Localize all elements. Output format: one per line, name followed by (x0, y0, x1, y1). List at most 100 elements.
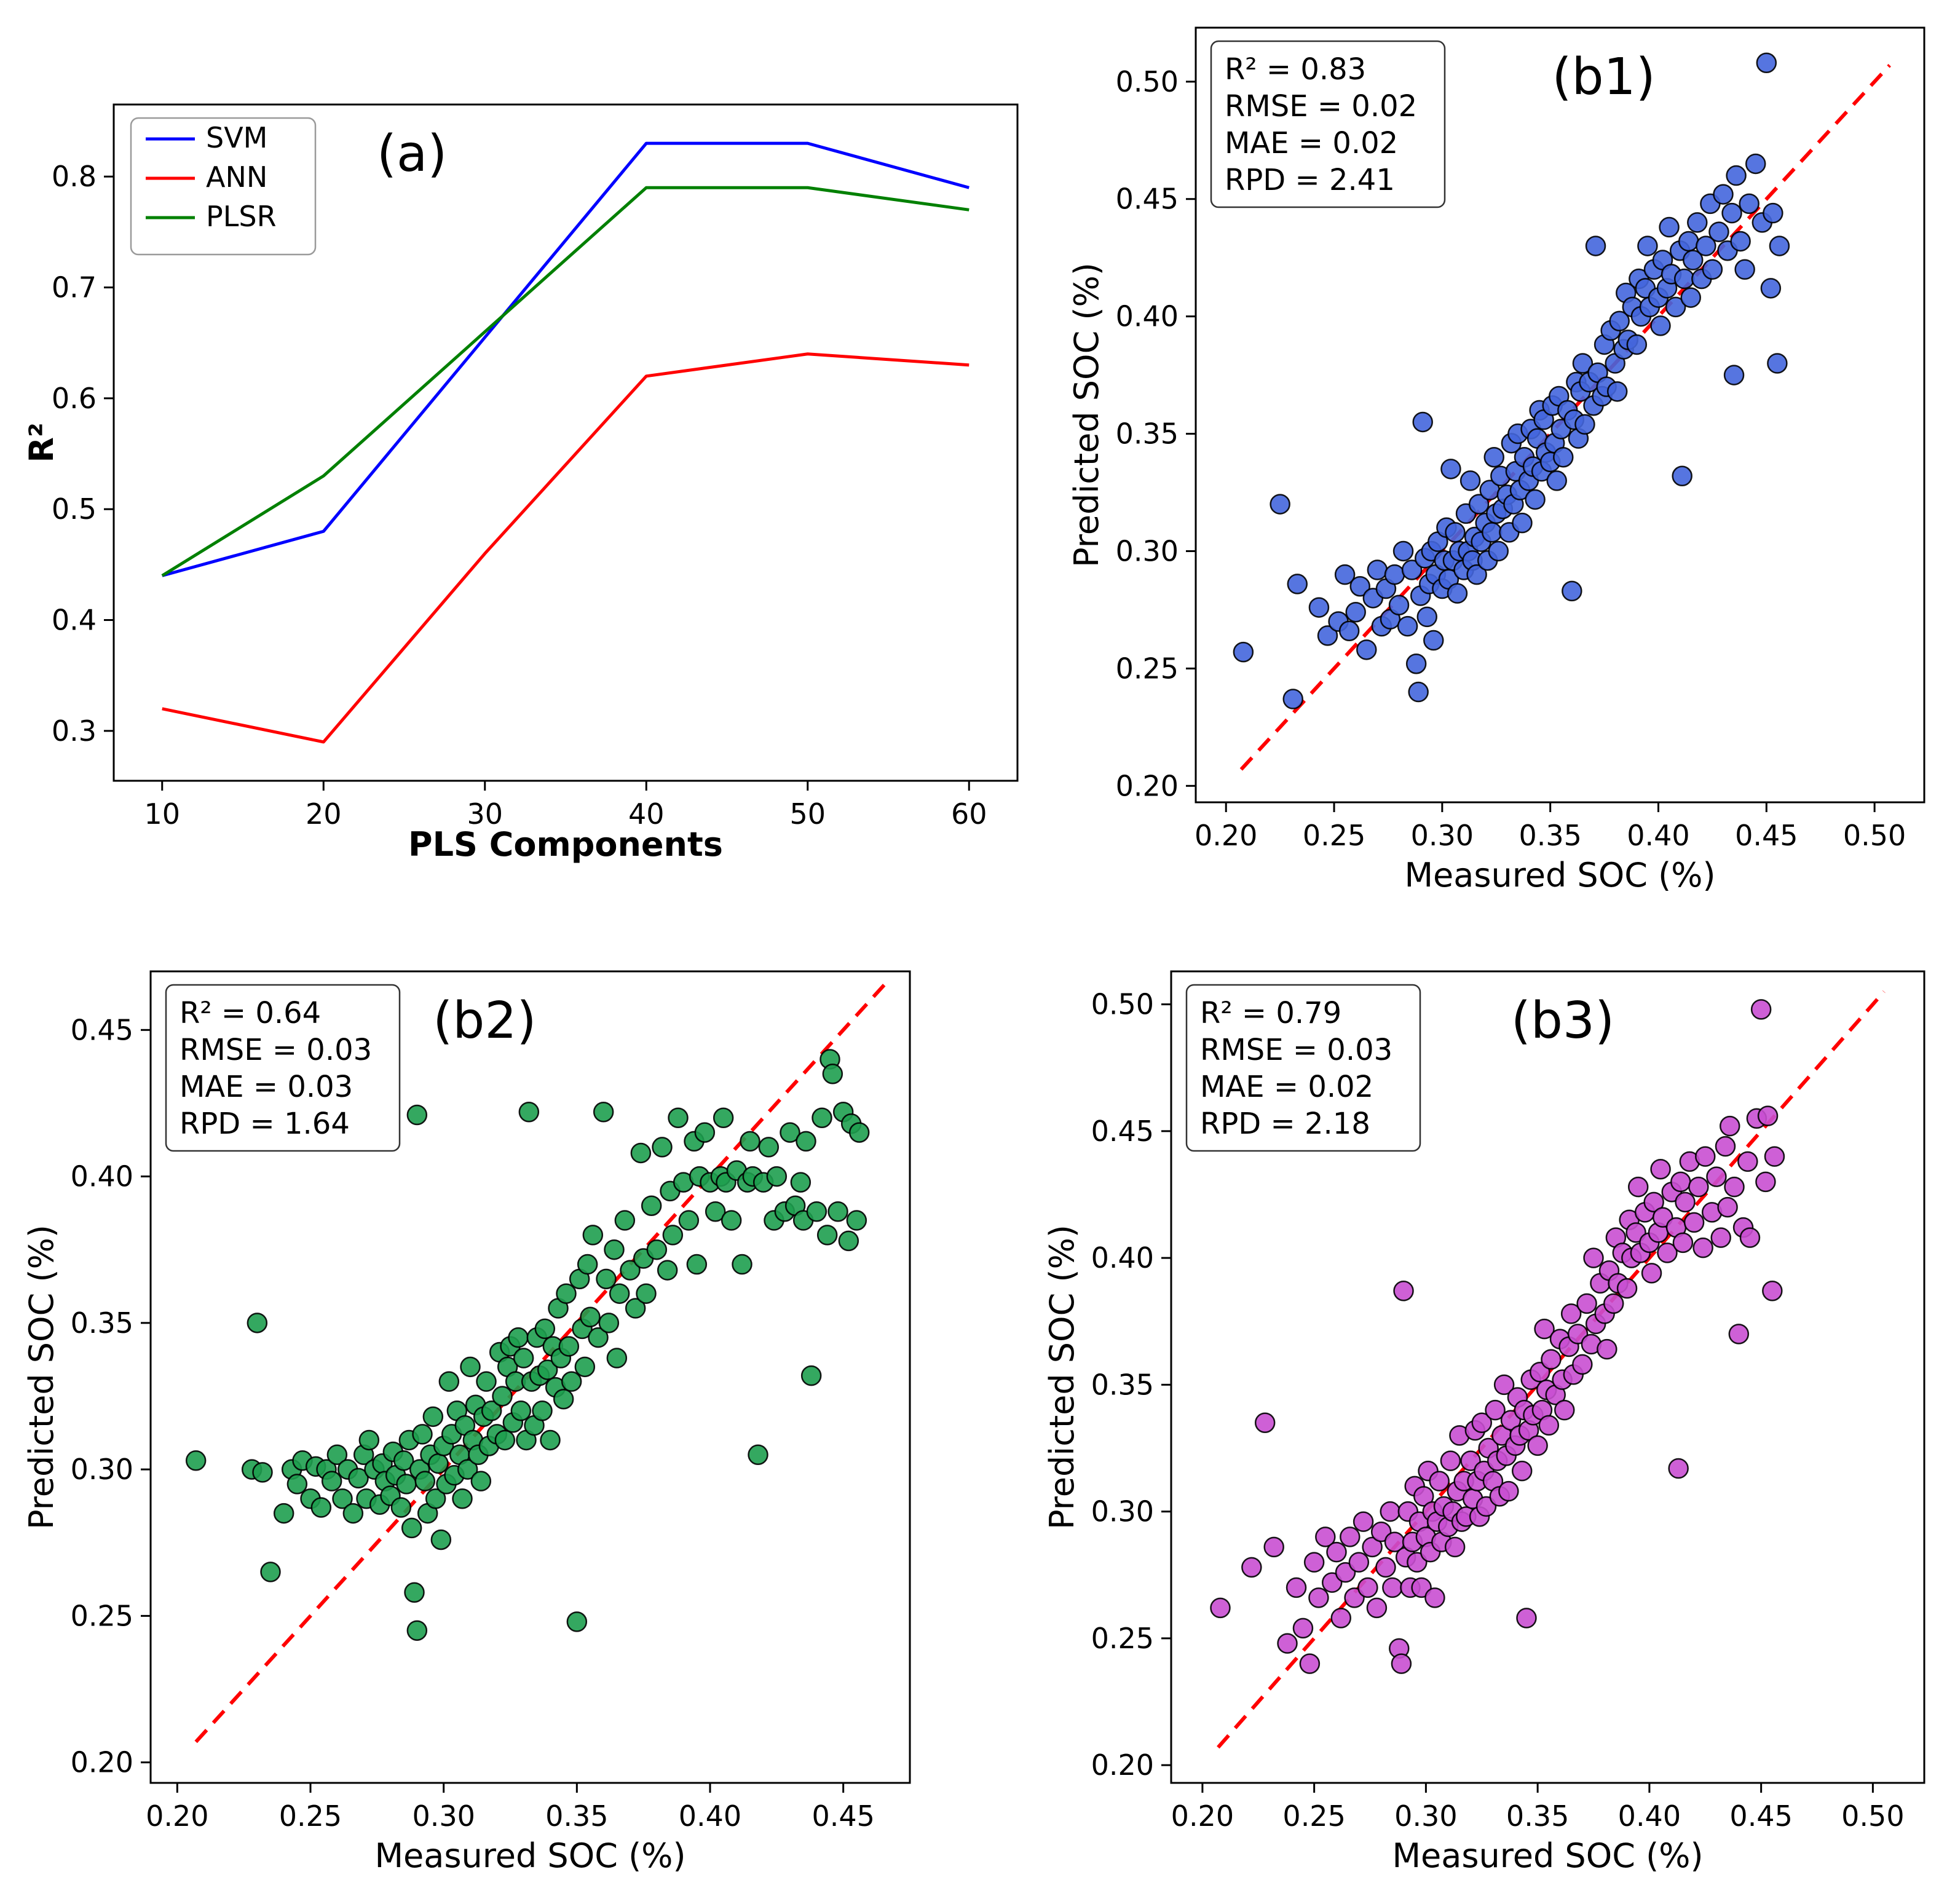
x-tick-label: 0.30 (1394, 1799, 1457, 1833)
data-point (662, 1225, 684, 1246)
data-point (1708, 221, 1729, 242)
data-point (1688, 1176, 1709, 1198)
data-point (1574, 414, 1595, 435)
y-tick-label: 0.3 (52, 714, 97, 748)
data-point (358, 1429, 380, 1451)
data-point (1739, 1227, 1761, 1248)
data-point (393, 1450, 414, 1471)
y-tick-label: 0.20 (1091, 1748, 1154, 1782)
data-point (652, 1137, 673, 1158)
data-point (1554, 1399, 1575, 1421)
data-point (1299, 1653, 1321, 1674)
data-point (513, 1348, 534, 1369)
data-point (1609, 310, 1630, 332)
data-point (630, 1142, 652, 1164)
data-point (326, 1444, 348, 1466)
data-point (625, 1298, 646, 1319)
y-tick-label: 0.20 (71, 1746, 133, 1779)
data-point (404, 1582, 425, 1603)
data-point (348, 1468, 369, 1489)
data-point (1683, 1212, 1705, 1233)
data-point (1512, 512, 1533, 534)
legend: SVM ANN PLSR (130, 117, 317, 256)
data-point (1254, 1412, 1276, 1433)
y-tick-label: 0.30 (1116, 534, 1179, 567)
data-point (428, 1453, 449, 1474)
data-point (1334, 564, 1356, 585)
data-point (1459, 470, 1481, 491)
data-point (848, 1122, 870, 1143)
panel-label: (b3) (1511, 992, 1614, 1050)
y-tick-label: 0.8 (52, 160, 97, 193)
data-point (321, 1471, 342, 1491)
data-point (1367, 559, 1388, 580)
data-point (518, 1101, 540, 1123)
data-point (1572, 353, 1594, 374)
x-axis-label: Measured SOC (%) (374, 1836, 685, 1875)
data-point (1597, 1338, 1617, 1360)
data-point (1241, 1557, 1262, 1578)
x-tick-label: 60 (951, 797, 987, 831)
data-point (1760, 278, 1782, 299)
x-tick-label: 10 (144, 797, 180, 831)
y-tick-label: 0.25 (1091, 1622, 1154, 1655)
data-point (1498, 1480, 1519, 1502)
data-point (1493, 1374, 1515, 1396)
data-point (816, 1225, 838, 1246)
data-point (1637, 235, 1658, 256)
y-tick-label: 0.7 (52, 271, 97, 304)
data-point (396, 1474, 417, 1495)
data-point (401, 1517, 422, 1539)
data-point (1440, 459, 1461, 480)
x-tick-label: 0.30 (412, 1799, 475, 1833)
x-tick-label: 0.25 (279, 1799, 342, 1833)
data-point (1723, 365, 1745, 385)
data-point (252, 1462, 273, 1483)
data-point (1362, 1536, 1383, 1558)
data-point (1678, 231, 1699, 252)
y-tick-label: 0.25 (71, 1599, 133, 1632)
x-tick-label: 0.25 (1303, 819, 1365, 852)
data-point (1353, 1511, 1374, 1532)
data-point (1401, 559, 1423, 580)
data-point (1330, 1608, 1352, 1629)
x-tick-label: 0.45 (812, 1799, 874, 1833)
x-tick-label: 0.20 (1171, 1799, 1234, 1833)
data-point (822, 1064, 843, 1084)
stats-line: R² = 0.83 (1225, 52, 1366, 87)
x-tick-label: 0.50 (1843, 819, 1906, 852)
data-point (686, 1254, 708, 1275)
legend-label-PLSR: PLSR (206, 200, 277, 233)
data-point (657, 1260, 678, 1281)
x-tick-label: 30 (467, 797, 503, 831)
data-point (1317, 625, 1338, 646)
data-point (286, 1474, 308, 1495)
data-point (721, 1210, 742, 1231)
y-axis-label: Predicted SOC (%) (1067, 263, 1106, 567)
data-point (827, 1201, 848, 1222)
data-point (604, 1239, 625, 1260)
y-tick-label: 0.45 (1116, 183, 1179, 216)
x-axis-ticks: 0.20 0.25 0.30 0.35 0.40 0.45 0.50 (1195, 802, 1906, 852)
data-point (438, 1371, 460, 1392)
y-tick-label: 0.5 (52, 492, 97, 526)
data-point (713, 1107, 734, 1129)
data-point (1416, 606, 1437, 628)
data-point (1326, 1541, 1347, 1563)
data-point (1724, 1176, 1745, 1198)
x-axis-label: PLS Components (408, 825, 723, 864)
data-point (1393, 1281, 1414, 1302)
data-point (1405, 653, 1427, 674)
plot-border (1170, 970, 1925, 1784)
data-point (422, 1406, 444, 1428)
data-point (1670, 1171, 1691, 1193)
stats-line: RPD = 2.41 (1225, 163, 1395, 197)
data-point (1511, 1460, 1533, 1482)
stats-line: MAE = 0.02 (1225, 126, 1398, 160)
chart-svg-b1: 0.20 0.25 0.30 0.35 0.40 0.45 0.50 0.20 0.25 0.30… (1067, 26, 1925, 895)
data-point (800, 1365, 822, 1386)
data-point (510, 1400, 532, 1421)
x-tick-label: 40 (628, 797, 665, 831)
data-point (1616, 1278, 1638, 1299)
data-point (537, 1359, 558, 1380)
